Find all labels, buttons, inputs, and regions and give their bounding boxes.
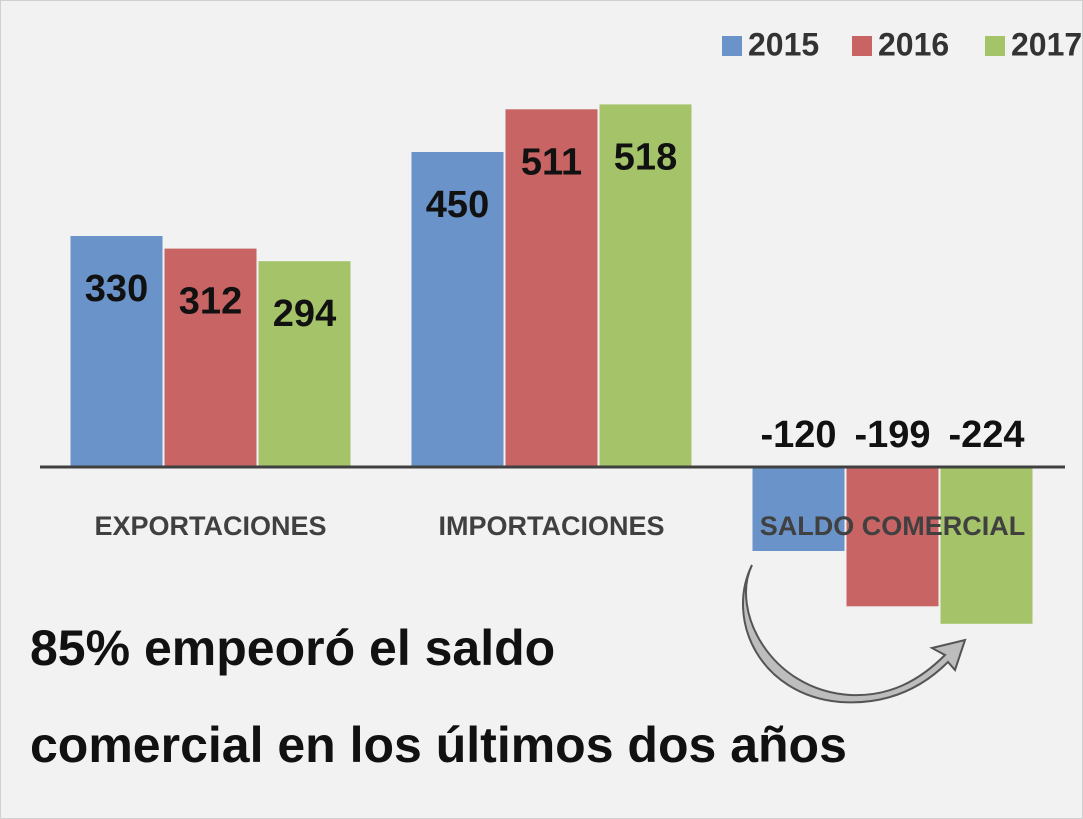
legend-label: 2015 bbox=[748, 26, 819, 62]
bar bbox=[70, 236, 163, 467]
data-label: -199 bbox=[854, 414, 930, 456]
legend-label: 2017 bbox=[1011, 26, 1082, 62]
bar bbox=[164, 248, 257, 467]
data-label: -224 bbox=[948, 414, 1024, 456]
bar bbox=[411, 152, 504, 467]
data-label: 511 bbox=[521, 141, 582, 183]
arrow bbox=[742, 564, 967, 704]
bar bbox=[505, 109, 598, 468]
annotation: comercial en los últimos dos años bbox=[30, 717, 847, 773]
x-tick-label: SALDO COMERCIAL bbox=[760, 511, 1026, 541]
legend-swatch bbox=[985, 36, 1005, 56]
data-label: 450 bbox=[426, 184, 489, 226]
x-tick-label: EXPORTACIONES bbox=[94, 511, 326, 541]
bar bbox=[940, 467, 1033, 624]
data-label: 312 bbox=[179, 281, 242, 323]
data-label: 330 bbox=[85, 268, 148, 310]
data-label: 294 bbox=[273, 293, 336, 335]
bar bbox=[752, 467, 845, 551]
data-label: 518 bbox=[614, 136, 677, 178]
bar bbox=[599, 104, 692, 468]
legend-label: 2016 bbox=[878, 26, 949, 62]
annotation: 85% empeoró el saldo bbox=[30, 620, 555, 676]
data-label: -120 bbox=[760, 414, 836, 456]
bar bbox=[846, 467, 939, 607]
x-tick-label: IMPORTACIONES bbox=[438, 511, 664, 541]
bar bbox=[258, 261, 351, 467]
legend-swatch bbox=[722, 36, 742, 56]
legend-swatch bbox=[852, 36, 872, 56]
plot bbox=[70, 104, 1033, 624]
